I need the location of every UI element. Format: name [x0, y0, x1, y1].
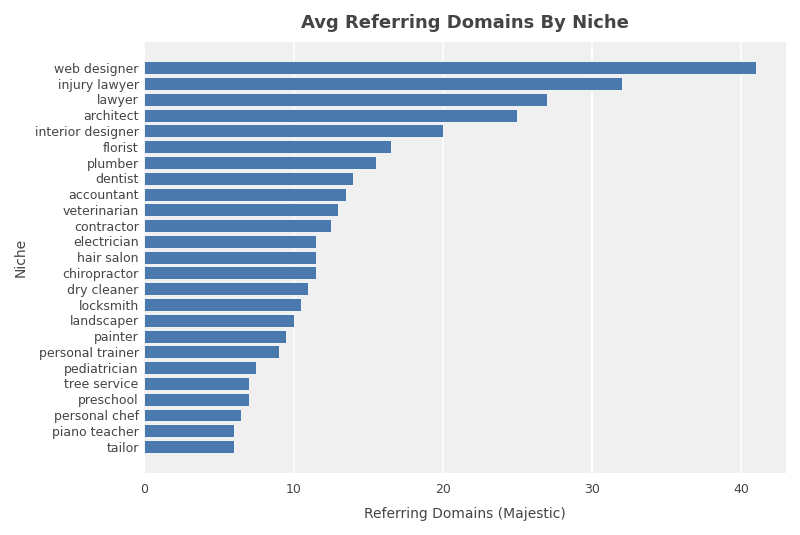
Bar: [144, 440, 234, 453]
Bar: [144, 282, 309, 295]
Bar: [144, 235, 316, 248]
Bar: [144, 172, 354, 185]
Bar: [144, 266, 316, 279]
Bar: [144, 314, 294, 327]
Bar: [144, 188, 346, 201]
Bar: [144, 156, 376, 169]
Bar: [144, 393, 249, 406]
Title: Avg Referring Domains By Niche: Avg Referring Domains By Niche: [302, 14, 629, 32]
Bar: [144, 203, 338, 216]
X-axis label: Referring Domains (Majestic): Referring Domains (Majestic): [364, 507, 566, 521]
Bar: [144, 298, 301, 311]
Bar: [144, 361, 256, 374]
Bar: [144, 346, 278, 358]
Bar: [144, 62, 756, 74]
Bar: [144, 140, 390, 153]
Bar: [144, 125, 442, 137]
Bar: [144, 93, 547, 106]
Bar: [144, 424, 234, 437]
Bar: [144, 377, 249, 390]
Bar: [144, 409, 242, 422]
Y-axis label: Niche: Niche: [14, 238, 28, 277]
Bar: [144, 77, 622, 90]
Bar: [144, 219, 331, 232]
Bar: [144, 109, 518, 121]
Bar: [144, 330, 286, 342]
Bar: [144, 251, 316, 264]
